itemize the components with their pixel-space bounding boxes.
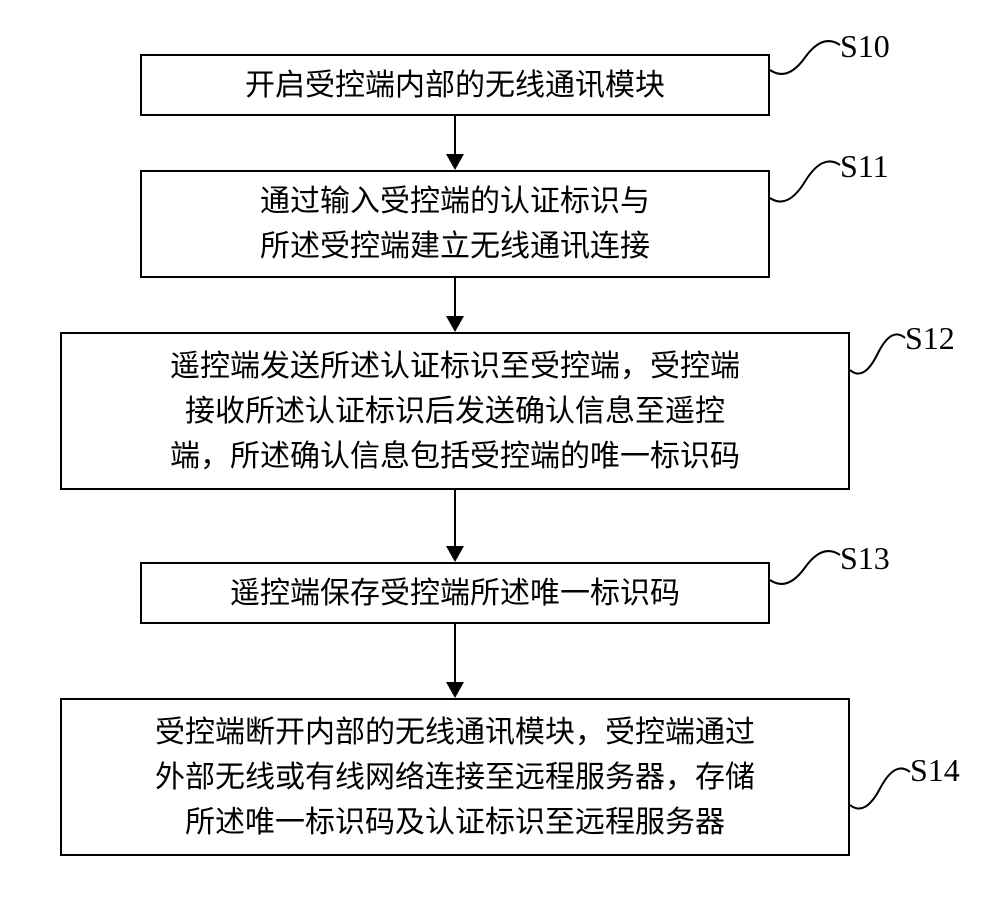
label-connector xyxy=(760,145,870,228)
flow-step-text: 受控端断开内部的无线通讯模块，受控端通过 外部无线或有线网络连接至远程服务器，存… xyxy=(155,710,755,845)
flow-step-s14: 受控端断开内部的无线通讯模块，受控端通过 外部无线或有线网络连接至远程服务器，存… xyxy=(60,698,850,856)
flow-step-s12: 遥控端发送所述认证标识至受控端，受控端 接收所述认证标识后发送确认信息至遥控 端… xyxy=(60,332,850,490)
arrow-line xyxy=(454,490,456,548)
flow-step-s10: 开启受控端内部的无线通讯模块 xyxy=(140,54,770,116)
arrow-head-icon xyxy=(446,546,464,562)
label-connector xyxy=(760,535,870,610)
arrow-head-icon xyxy=(446,316,464,332)
arrow-line xyxy=(454,278,456,318)
flow-step-s11: 通过输入受控端的认证标识与 所述受控端建立无线通讯连接 xyxy=(140,170,770,278)
arrow-head-icon xyxy=(446,154,464,170)
flow-step-text: 遥控端发送所述认证标识至受控端，受控端 接收所述认证标识后发送确认信息至遥控 端… xyxy=(170,344,740,479)
arrow-head-icon xyxy=(446,682,464,698)
arrow-line xyxy=(454,116,456,156)
flow-step-text: 遥控端保存受控端所述唯一标识码 xyxy=(230,571,680,616)
flow-step-text: 开启受控端内部的无线通讯模块 xyxy=(245,63,665,108)
flow-step-s13: 遥控端保存受控端所述唯一标识码 xyxy=(140,562,770,624)
flow-step-text: 通过输入受控端的认证标识与 所述受控端建立无线通讯连接 xyxy=(260,179,650,269)
label-connector xyxy=(840,318,935,400)
label-connector xyxy=(760,25,870,100)
flowchart-container: 开启受控端内部的无线通讯模块S10通过输入受控端的认证标识与 所述受控端建立无线… xyxy=(0,0,1000,924)
label-connector xyxy=(840,752,940,835)
arrow-line xyxy=(454,624,456,684)
